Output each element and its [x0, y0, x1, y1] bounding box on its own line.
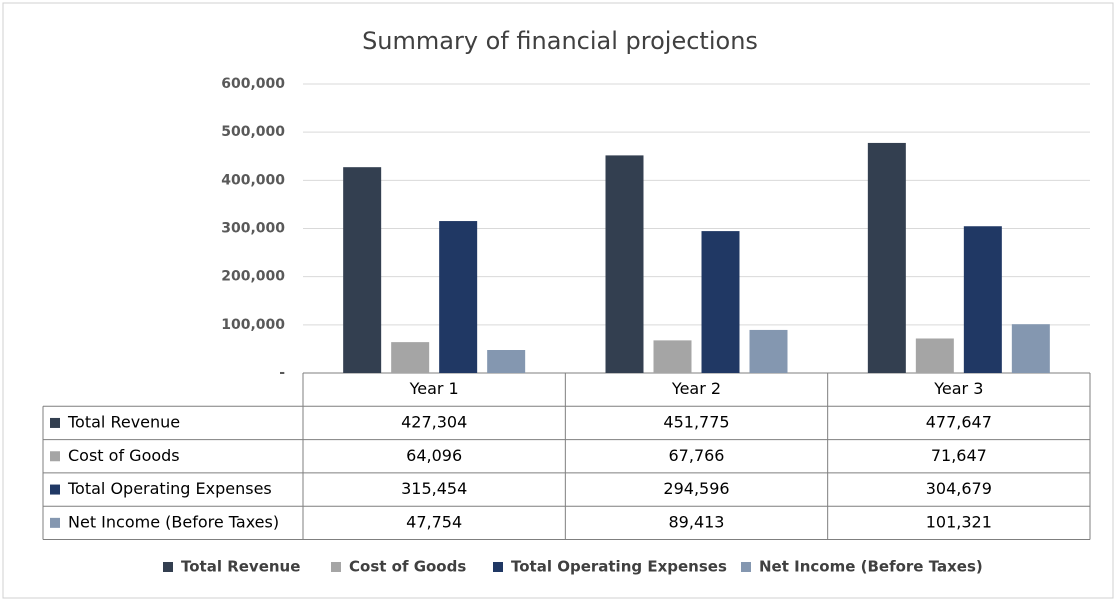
bar [653, 340, 692, 373]
table-row-label: Cost of Goods [68, 446, 180, 465]
y-tick-label: 100,000 [221, 317, 285, 333]
legend-label: Net Income (Before Taxes) [759, 558, 983, 576]
y-tick-label: 500,000 [221, 124, 285, 140]
bar [391, 342, 430, 373]
bar [915, 338, 954, 373]
y-tick-label: 400,000 [221, 172, 285, 188]
legend-key [741, 562, 751, 572]
y-tick-label: 300,000 [221, 221, 285, 237]
bar [701, 231, 740, 373]
table-legend-key [50, 417, 60, 428]
legend-key [331, 562, 341, 572]
bar [867, 142, 906, 373]
table-legend-key [50, 517, 60, 528]
table-cell: 67,766 [669, 446, 725, 465]
legend-key [163, 562, 173, 572]
legend-label: Total Operating Expenses [511, 558, 727, 576]
table-cell: 64,096 [406, 446, 462, 465]
legend-label: Cost of Goods [349, 558, 466, 576]
bar [963, 226, 1002, 373]
bar [439, 221, 478, 373]
x-tick-label: Year 1 [409, 379, 459, 398]
bar [487, 349, 526, 373]
chart-title: Summary of financial projections [362, 27, 758, 55]
x-tick-label: Year 2 [671, 379, 721, 398]
table-legend-key [50, 484, 60, 495]
table-cell: 315,454 [401, 479, 467, 498]
bar [749, 329, 788, 373]
table-cell: 89,413 [669, 512, 725, 531]
bar [1011, 324, 1050, 373]
table-row-label: Net Income (Before Taxes) [68, 512, 279, 531]
table-legend-key [50, 451, 60, 462]
legend-label: Total Revenue [181, 558, 300, 576]
y-tick-label: 600,000 [221, 76, 285, 92]
table-cell: 101,321 [926, 512, 992, 531]
bar [605, 155, 644, 373]
table-cell: 294,596 [663, 479, 729, 498]
table-row-label: Total Operating Expenses [67, 479, 272, 498]
table-cell: 477,647 [926, 412, 992, 431]
table-cell: 47,754 [406, 512, 462, 531]
y-tick-label: 200,000 [221, 269, 285, 285]
table-cell: 304,679 [926, 479, 992, 498]
table-cell: 71,647 [931, 446, 987, 465]
y-tick-label: - [279, 365, 285, 381]
bar [343, 167, 382, 373]
table-cell: 451,775 [663, 412, 729, 431]
table-row-label: Total Revenue [67, 412, 180, 431]
x-tick-label: Year 3 [933, 379, 983, 398]
legend-key [493, 562, 503, 572]
table-cell: 427,304 [401, 412, 467, 431]
